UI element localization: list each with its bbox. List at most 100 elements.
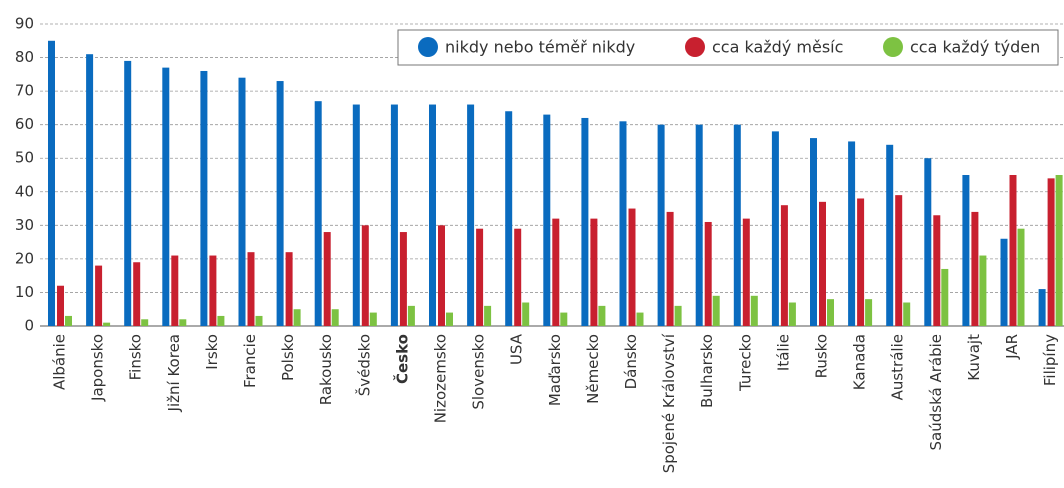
- bar: [103, 322, 111, 326]
- bar: [598, 305, 606, 326]
- x-tick-label: USA: [508, 333, 526, 365]
- bar: [361, 225, 369, 326]
- bar: [1038, 289, 1046, 326]
- bar: [742, 218, 750, 326]
- y-tick-label: 0: [24, 317, 34, 335]
- bar: [505, 111, 513, 326]
- bar: [429, 104, 436, 327]
- bar: [552, 218, 560, 326]
- bar: [369, 312, 377, 326]
- bar: [276, 81, 284, 327]
- bar: [1055, 175, 1063, 326]
- bar: [179, 319, 187, 326]
- bar: [933, 215, 941, 326]
- y-tick-label: 60: [15, 115, 34, 133]
- bar: [86, 54, 94, 326]
- bar: [704, 221, 712, 326]
- bar: [979, 255, 987, 326]
- bar: [323, 232, 331, 326]
- bar: [1017, 228, 1025, 326]
- bar: [788, 302, 796, 326]
- x-tick-label: Itálie: [774, 334, 792, 371]
- bar: [971, 211, 979, 326]
- x-tick-label: Kanada: [851, 334, 869, 390]
- x-tick-label: Spojené Království: [660, 333, 678, 473]
- legend-swatch: [883, 37, 903, 57]
- bar: [857, 198, 865, 326]
- bar: [217, 315, 225, 326]
- bar: [285, 252, 293, 326]
- bar: [95, 265, 103, 326]
- bar: [619, 121, 627, 326]
- bar: [438, 225, 445, 326]
- bar: [57, 285, 64, 326]
- bar: [209, 255, 217, 326]
- y-tick-label: 80: [15, 48, 34, 66]
- x-tick-label: Japonsko: [89, 334, 107, 402]
- legend-label: cca každý týden: [910, 38, 1040, 57]
- bar: [886, 144, 894, 326]
- y-tick-label: 10: [15, 283, 34, 301]
- bar: [712, 295, 720, 326]
- bar: [133, 262, 141, 326]
- bar: [522, 302, 530, 326]
- bar: [124, 60, 132, 327]
- x-tick-label: Česko: [392, 334, 411, 384]
- x-tick-label: Maďarsko: [546, 334, 564, 406]
- bar: [255, 315, 263, 326]
- y-tick-label: 20: [15, 249, 34, 267]
- x-tick-label: Dánsko: [622, 334, 640, 389]
- bar: [819, 201, 826, 326]
- x-tick-label: JAR: [1003, 334, 1021, 360]
- x-tick-label: Bulharsko: [698, 334, 716, 408]
- bar: [352, 104, 360, 327]
- x-tick-label: Francie: [241, 334, 259, 388]
- legend-swatch: [685, 37, 705, 57]
- bar: [674, 305, 682, 326]
- bar: [666, 211, 674, 326]
- bar: [810, 138, 817, 326]
- bar: [141, 319, 149, 326]
- bar: [771, 131, 779, 326]
- bar: [293, 309, 301, 326]
- x-tick-label: Německo: [584, 334, 602, 404]
- bar: [446, 312, 453, 326]
- bar: [1047, 178, 1055, 326]
- bar: [695, 124, 703, 327]
- bar: [895, 195, 903, 326]
- x-tick-label: Švédsko: [354, 334, 373, 396]
- bar: [331, 309, 339, 326]
- bar: [171, 255, 179, 326]
- bar: [48, 40, 55, 327]
- x-tick-label: Kuvajt: [965, 334, 983, 381]
- x-tick-label: Austrálie: [889, 334, 907, 400]
- bar: [636, 312, 644, 326]
- bar: [780, 205, 788, 326]
- x-tick-label: Nizozemsko: [432, 334, 450, 423]
- y-tick-label: 30: [15, 216, 34, 234]
- bar: [247, 252, 255, 326]
- y-tick-label: 70: [15, 82, 34, 100]
- x-tick-label: Filipíny: [1041, 334, 1059, 386]
- bar: [560, 312, 568, 326]
- legend-box: [397, 29, 1059, 66]
- y-tick-label: 90: [15, 15, 34, 33]
- x-tick-label: Rusko: [813, 334, 831, 378]
- x-tick-label: Jižní Korea: [165, 334, 183, 412]
- bar: [476, 228, 484, 326]
- x-tick-label: Polsko: [279, 334, 297, 381]
- bar: [484, 305, 492, 326]
- bar: [1000, 238, 1008, 326]
- bar: [924, 158, 932, 326]
- legend-swatch: [418, 37, 438, 57]
- bar: [407, 305, 415, 326]
- x-tick-label: Finsko: [127, 334, 145, 380]
- bar: [628, 208, 636, 326]
- y-tick-label: 50: [15, 149, 34, 167]
- bar: [941, 268, 949, 326]
- bar: [590, 218, 598, 326]
- bar: [65, 315, 72, 326]
- bar: [1009, 175, 1017, 326]
- bar: [390, 104, 398, 327]
